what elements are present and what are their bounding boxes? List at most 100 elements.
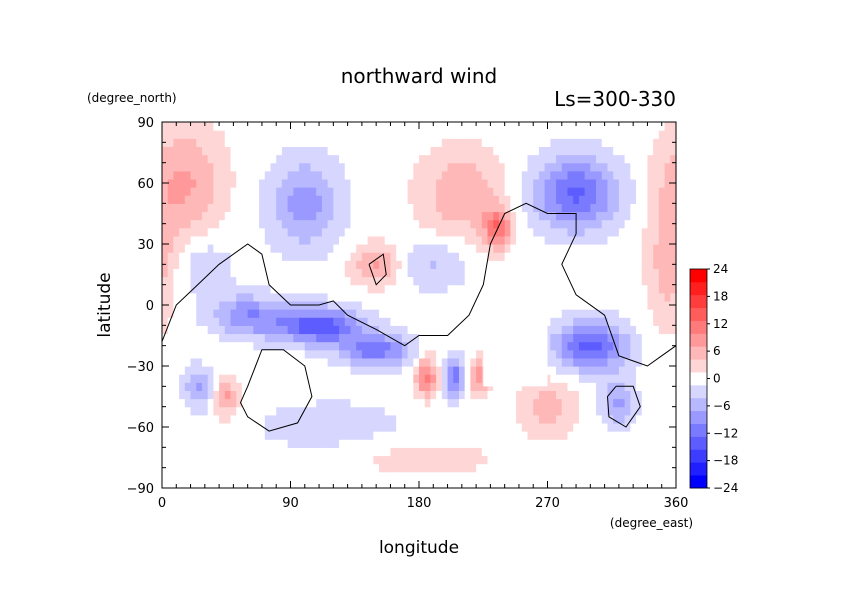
heatmap-cell xyxy=(379,268,386,278)
heatmap-cell xyxy=(453,317,460,326)
heatmap-cell xyxy=(304,252,312,261)
heatmap-cell xyxy=(379,252,386,261)
heatmap-cell xyxy=(224,292,232,302)
heatmap-cell xyxy=(596,235,603,245)
heatmap-cell xyxy=(253,447,260,457)
heatmap-cell xyxy=(630,398,637,408)
heatmap-cell xyxy=(401,439,409,448)
heatmap-cell xyxy=(601,178,609,188)
heatmap-cell xyxy=(281,382,289,391)
heatmap-cell xyxy=(373,268,380,278)
heatmap-cell xyxy=(624,170,631,180)
heatmap-cell xyxy=(561,292,569,302)
heatmap-cell xyxy=(236,349,243,359)
heatmap-cell xyxy=(304,219,312,229)
heatmap-cell xyxy=(556,431,563,440)
heatmap-cell xyxy=(207,479,214,489)
heatmap-cell xyxy=(390,292,397,302)
heatmap-cell xyxy=(299,382,306,391)
heatmap-cell xyxy=(259,463,266,473)
heatmap-cell xyxy=(236,390,243,400)
heatmap-cell xyxy=(401,227,409,237)
heatmap-cell xyxy=(213,178,220,188)
heatmap-cell xyxy=(367,447,374,457)
heatmap-cell xyxy=(162,479,169,489)
heatmap-cell xyxy=(293,398,300,408)
heatmap-cell xyxy=(544,146,551,156)
heatmap-cell xyxy=(430,374,437,383)
heatmap-cell xyxy=(624,235,631,245)
heatmap-cell xyxy=(333,309,340,318)
heatmap-cell xyxy=(219,260,226,269)
heatmap-cell xyxy=(647,366,654,375)
heatmap-cell xyxy=(424,284,432,294)
heatmap-cell xyxy=(504,406,511,416)
heatmap-cell xyxy=(476,398,483,408)
heatmap-cell xyxy=(356,219,363,229)
heatmap-cell xyxy=(316,382,323,391)
heatmap-cell xyxy=(476,374,483,383)
heatmap-cell xyxy=(419,463,426,473)
heatmap-cell xyxy=(196,398,203,408)
heatmap-cell xyxy=(390,390,397,400)
heatmap-cell xyxy=(578,431,586,440)
heatmap-cell xyxy=(230,333,237,343)
heatmap-cell xyxy=(184,203,192,213)
heatmap-cell xyxy=(219,317,226,326)
heatmap-cell xyxy=(321,260,329,269)
heatmap-cell xyxy=(436,252,443,261)
heatmap-cell xyxy=(236,122,243,131)
heatmap-cell xyxy=(361,463,369,473)
heatmap-cell xyxy=(670,284,677,294)
heatmap-cell xyxy=(270,414,277,424)
heatmap-cell xyxy=(538,203,546,213)
heatmap-cell xyxy=(596,300,603,310)
heatmap-cell xyxy=(396,300,403,310)
heatmap-cell xyxy=(424,374,432,383)
heatmap-cell xyxy=(401,300,409,310)
heatmap-cell xyxy=(310,178,317,188)
heatmap-cell xyxy=(384,431,392,440)
heatmap-cell xyxy=(167,455,175,465)
heatmap-cell xyxy=(441,146,449,156)
heatmap-cell xyxy=(299,203,306,213)
heatmap-cell xyxy=(578,479,586,489)
heatmap-cell xyxy=(453,374,460,383)
colorbar-tick-label: 6 xyxy=(713,344,721,358)
heatmap-cell xyxy=(356,439,363,448)
heatmap-cell xyxy=(190,309,197,318)
heatmap-cell xyxy=(379,455,386,465)
heatmap-cell xyxy=(419,479,426,489)
heatmap-cell xyxy=(436,268,443,278)
heatmap-cell xyxy=(259,300,266,310)
heatmap-cell xyxy=(584,422,591,432)
heatmap-cell xyxy=(550,349,557,359)
heatmap-cell xyxy=(264,406,272,416)
heatmap-cell xyxy=(624,252,631,261)
heatmap-cell xyxy=(207,178,214,188)
heatmap-cell xyxy=(367,431,374,440)
heatmap-cell xyxy=(219,455,226,465)
heatmap-cell xyxy=(264,471,272,481)
heatmap-cell xyxy=(373,170,380,180)
heatmap-cell xyxy=(653,122,660,131)
heatmap-cell xyxy=(441,366,449,375)
heatmap-cell xyxy=(607,235,614,245)
heatmap-cell xyxy=(219,309,226,318)
heatmap-cell xyxy=(618,235,626,245)
heatmap-cell xyxy=(270,219,277,229)
heatmap-cell xyxy=(190,138,197,147)
heatmap-cell xyxy=(259,431,266,440)
heatmap-cell xyxy=(436,146,443,156)
heatmap-cell xyxy=(641,122,649,131)
heatmap-cell xyxy=(510,227,517,237)
heatmap-cell xyxy=(481,398,489,408)
colorbar-band xyxy=(690,359,707,373)
heatmap-cell xyxy=(344,284,352,294)
heatmap-cell xyxy=(287,276,294,286)
heatmap-cell xyxy=(596,252,603,261)
heatmap-cell xyxy=(299,317,306,326)
heatmap-cell xyxy=(601,317,609,326)
heatmap-cell xyxy=(321,382,329,391)
heatmap-cell xyxy=(213,244,220,253)
